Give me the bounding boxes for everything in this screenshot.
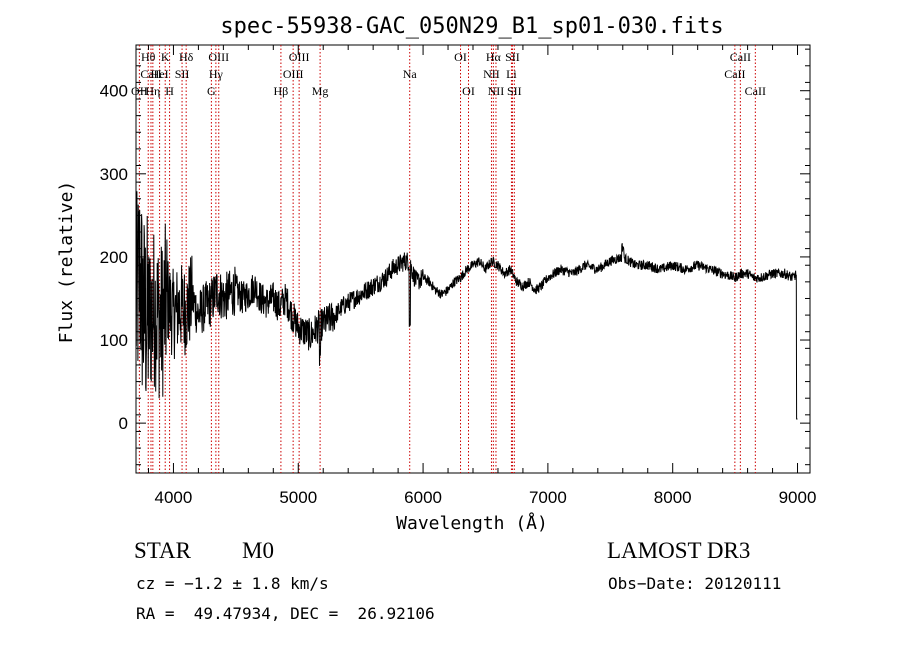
marker-label: NII: [488, 84, 505, 98]
object-subclass: M0: [242, 538, 274, 563]
y-tick-label: 0: [119, 414, 128, 433]
chart-title: spec-55938-GAC_050N29_B1_sp01-030.fits: [220, 14, 723, 39]
marker-label: Na: [403, 67, 418, 81]
marker-label: G: [207, 84, 216, 98]
marker-label: Hγ: [209, 67, 224, 81]
marker-label: K: [161, 50, 170, 64]
marker-label: H: [165, 84, 174, 98]
axis-ticks: 4000 5000 6000 7000 8000 9000 0 100 200 300 400: [100, 45, 817, 507]
plot-frame: [135, 44, 811, 474]
marker-label: HeI: [151, 67, 169, 81]
marker-label: Li: [506, 67, 517, 81]
marker-label: CaII: [140, 67, 161, 81]
marker-label: OII: [131, 84, 148, 98]
marker-label: NII: [483, 67, 500, 81]
marker-label: CaII: [730, 50, 751, 64]
marker-label: Mg: [312, 84, 329, 98]
coordinates: RA = 49.47934, DEC = 26.92106: [136, 604, 435, 623]
object-class: STAR: [134, 538, 191, 563]
marker-label: Hδ: [179, 50, 194, 64]
x-tick-label: 9000: [779, 488, 817, 507]
redshift-text: cz = −1.2 ± 1.8 km/s: [136, 574, 329, 593]
x-axis-label: Wavelength (Å): [396, 512, 548, 534]
marker-label: SII: [175, 67, 190, 81]
marker-label: OI: [454, 50, 467, 64]
marker-label: SII: [505, 50, 520, 64]
marker-label: CaII: [745, 84, 766, 98]
y-tick-label: 300: [100, 165, 128, 184]
x-tick-label: 8000: [654, 488, 692, 507]
marker-label: Hη: [145, 84, 160, 98]
marker-label: CaII: [724, 67, 745, 81]
marker-label: SII: [507, 84, 522, 98]
y-axis-label: Flux (relative): [56, 181, 77, 344]
spectrum-line: [135, 191, 798, 420]
marker-label: Hβ: [274, 84, 289, 98]
marker-label: Hα: [486, 50, 502, 64]
survey-name: LAMOST DR3: [607, 538, 751, 563]
line-markers: [138, 45, 756, 473]
marker-label: OIII: [289, 50, 310, 64]
y-tick-label: 100: [100, 331, 128, 350]
obs-date: Obs−Date: 20120111: [608, 574, 782, 593]
marker-label: OI: [462, 84, 475, 98]
x-tick-label: 4000: [155, 488, 193, 507]
marker-label: OIII: [283, 67, 304, 81]
x-tick-label: 6000: [404, 488, 442, 507]
marker-label: Hθ: [141, 50, 156, 64]
spectrum-series: [135, 191, 798, 420]
x-tick-label: 7000: [529, 488, 567, 507]
y-tick-label: 200: [100, 248, 128, 267]
x-tick-label: 5000: [279, 488, 317, 507]
marker-label: OIII: [208, 50, 229, 64]
y-tick-label: 400: [100, 82, 128, 101]
